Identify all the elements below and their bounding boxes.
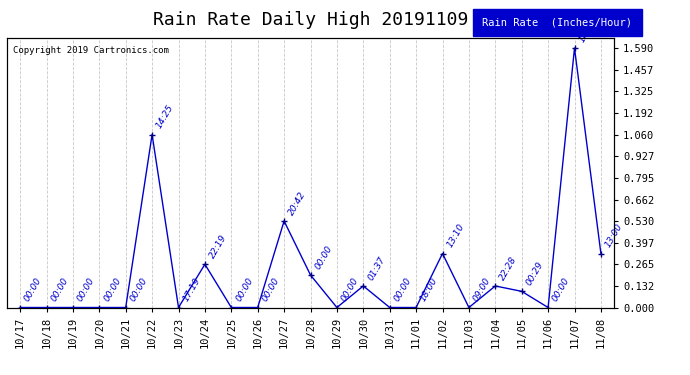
Text: 00:00: 00:00 <box>23 276 43 303</box>
Text: 13:10: 13:10 <box>445 222 466 249</box>
Text: 00:00: 00:00 <box>128 276 149 303</box>
Text: 20:42: 20:42 <box>287 190 308 217</box>
Text: 00:00: 00:00 <box>313 244 334 271</box>
Text: 13:00: 13:00 <box>604 222 624 249</box>
Text: 00:00: 00:00 <box>234 276 255 303</box>
Text: 00:00: 00:00 <box>393 276 413 303</box>
Text: 17:19: 17:19 <box>181 276 202 303</box>
Text: 00:00: 00:00 <box>261 276 282 303</box>
Text: Rain Rate Daily High 20191109: Rain Rate Daily High 20191109 <box>152 11 469 29</box>
Text: Rain Rate  (Inches/Hour): Rain Rate (Inches/Hour) <box>482 18 632 27</box>
Text: 00:00: 00:00 <box>49 276 70 303</box>
Text: 00:00: 00:00 <box>102 276 123 303</box>
Text: 18:00: 18:00 <box>419 276 440 303</box>
Text: 22:19: 22:19 <box>208 233 228 260</box>
Text: 09:00: 09:00 <box>472 276 493 303</box>
Text: Copyright 2019 Cartronics.com: Copyright 2019 Cartronics.com <box>13 46 169 55</box>
Text: 01:37: 01:37 <box>366 255 387 282</box>
Text: 14:00: 14:00 <box>578 17 598 44</box>
Text: 22:28: 22:28 <box>498 255 519 282</box>
Text: 00:29: 00:29 <box>524 260 545 287</box>
Text: 00:00: 00:00 <box>339 276 360 303</box>
Text: 00:00: 00:00 <box>551 276 572 303</box>
Text: 00:00: 00:00 <box>76 276 97 303</box>
Text: 14:25: 14:25 <box>155 104 176 130</box>
